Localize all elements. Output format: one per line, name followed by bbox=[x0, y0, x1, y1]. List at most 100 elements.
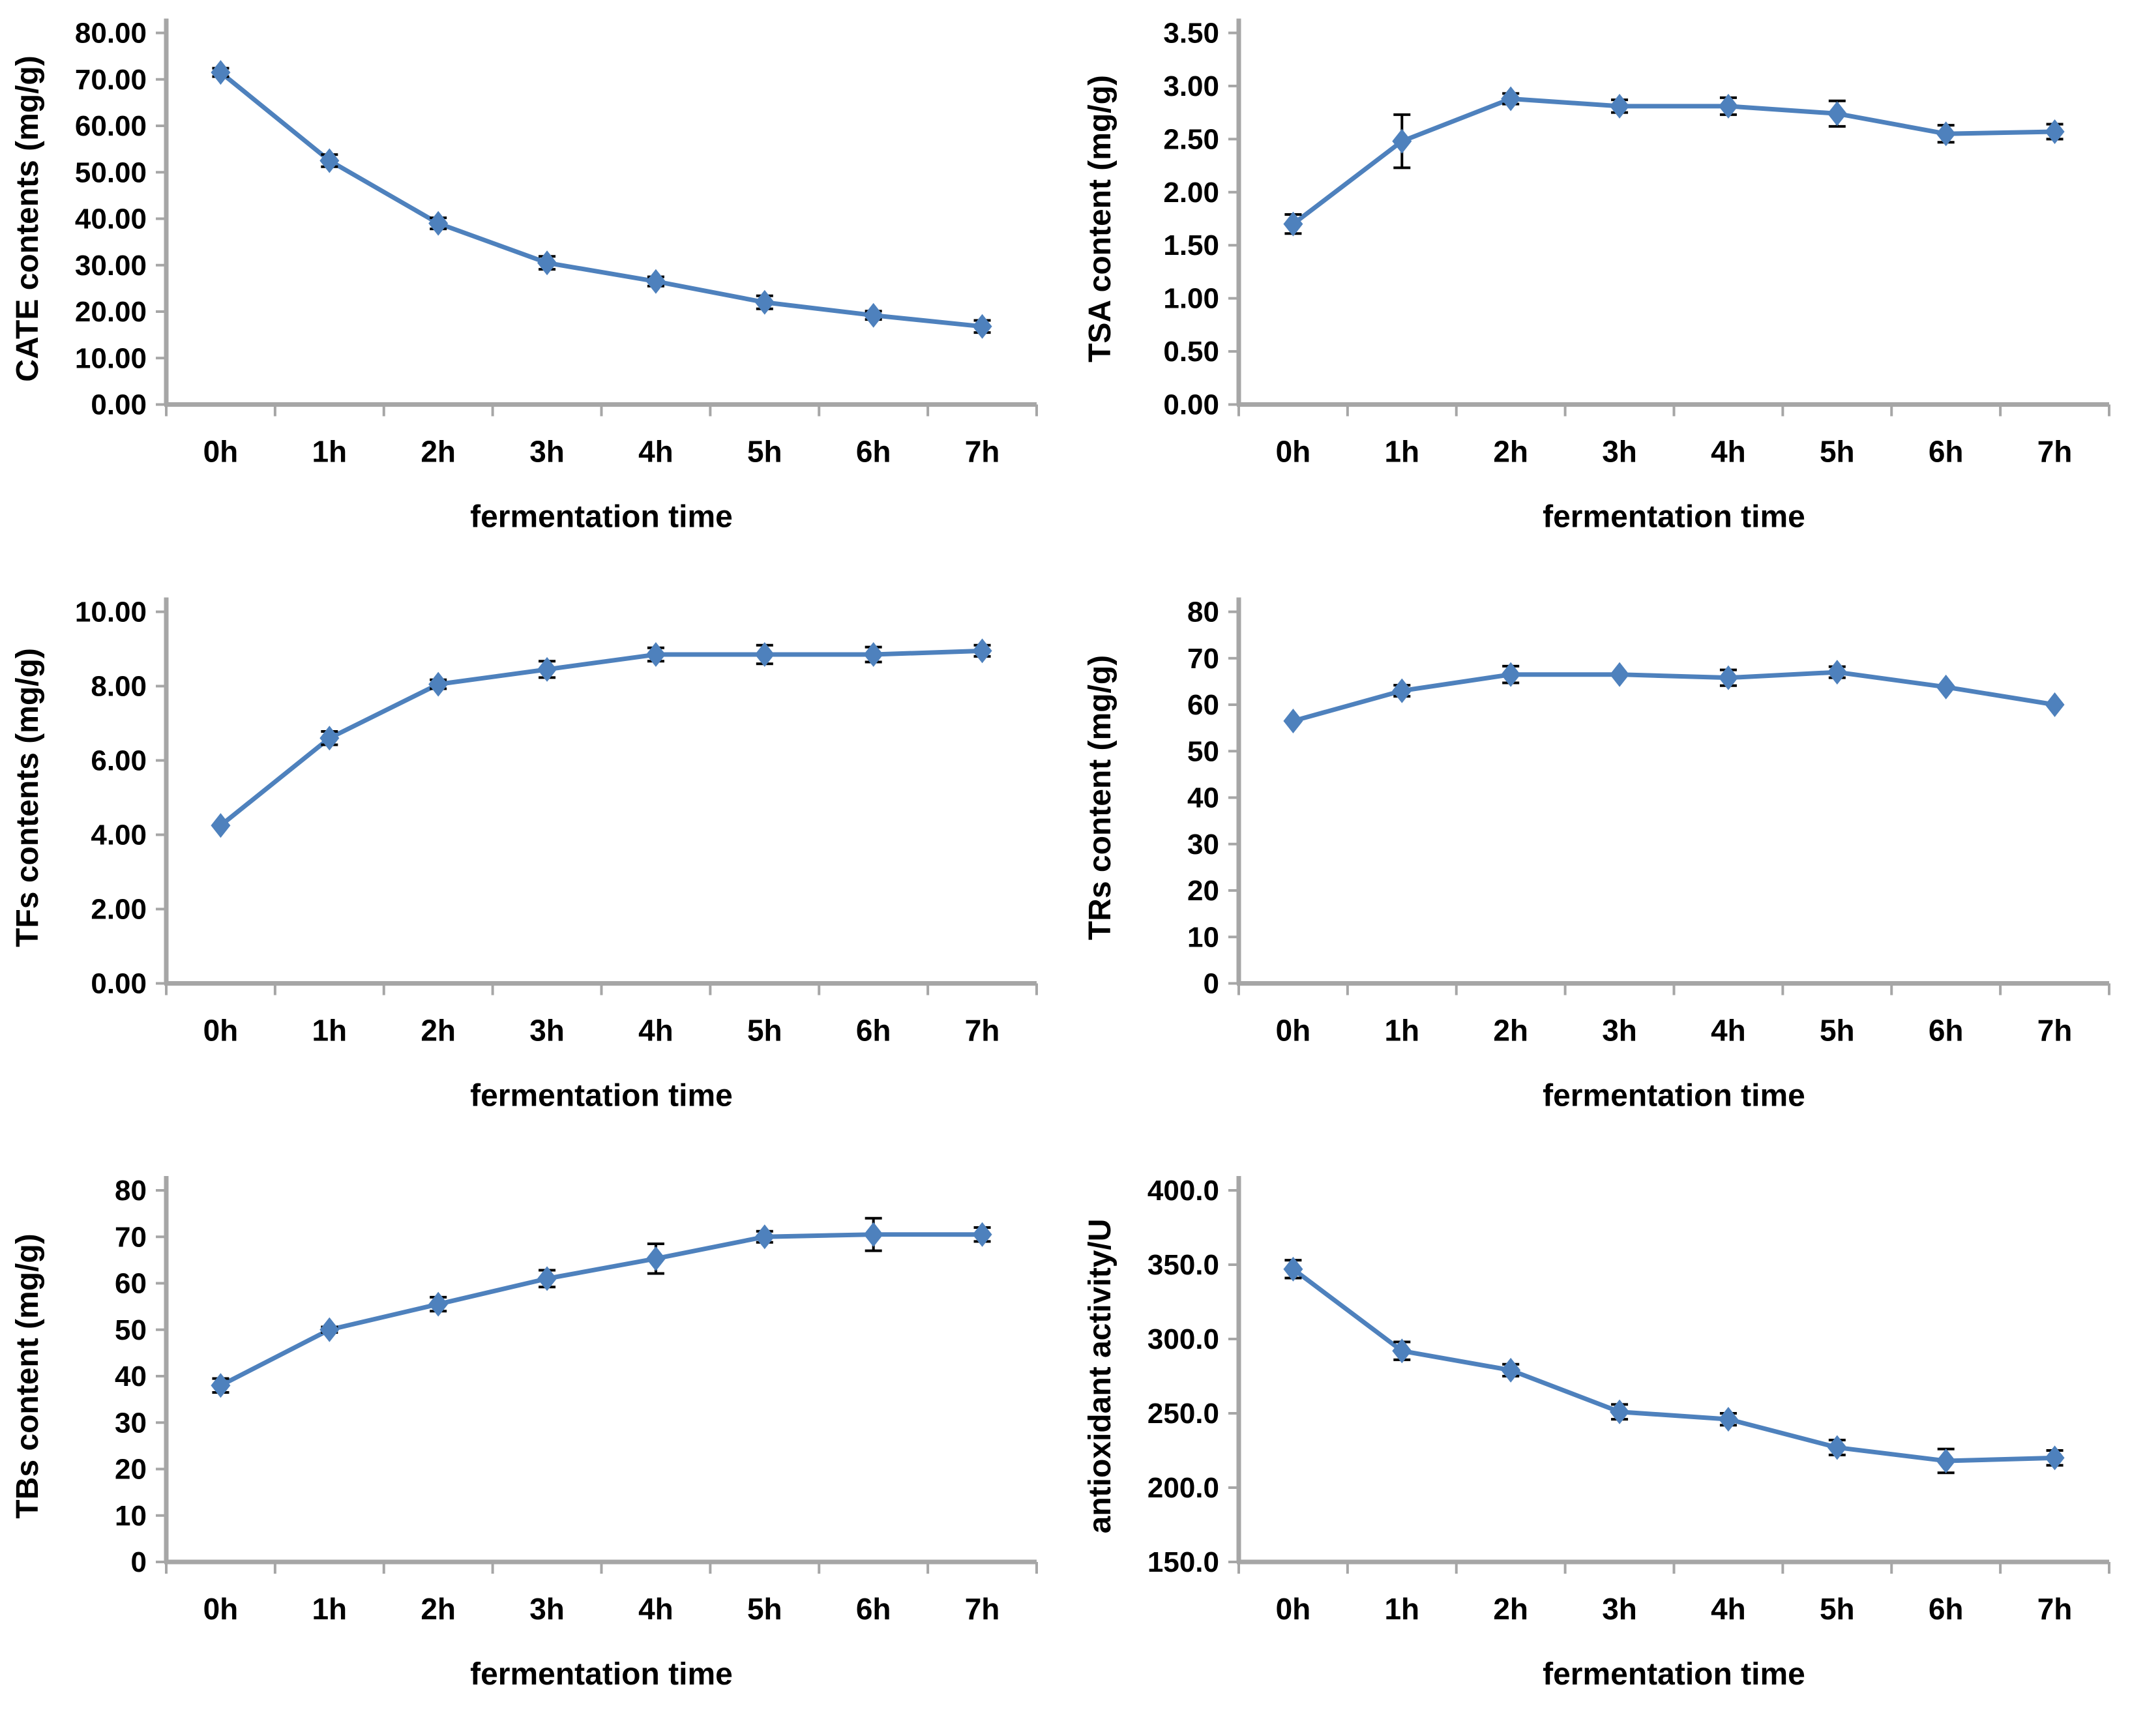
x-tick-label: 1h bbox=[312, 1592, 347, 1626]
y-tick-label: 50 bbox=[1187, 735, 1219, 767]
y-tick-label: 250.0 bbox=[1147, 1398, 1219, 1430]
data-point-marker bbox=[1610, 93, 1630, 119]
y-tick-label: 0.00 bbox=[1163, 389, 1219, 421]
y-tick-label: 20 bbox=[1187, 875, 1219, 907]
x-axis-title: fermentation time bbox=[470, 1079, 733, 1113]
series-line bbox=[1292, 669, 2056, 724]
x-tick-label: 3h bbox=[529, 1014, 565, 1048]
data-point-marker bbox=[972, 638, 992, 664]
x-tick-label: 2h bbox=[421, 1592, 456, 1626]
y-tick-label: 200.0 bbox=[1147, 1472, 1219, 1504]
x-tick-label: 5h bbox=[747, 1014, 782, 1048]
y-tick-label: 6.00 bbox=[91, 745, 147, 777]
x-tick-label: 6h bbox=[1929, 1592, 1964, 1626]
y-tick-label: 2.00 bbox=[91, 894, 147, 926]
data-point-marker bbox=[319, 726, 340, 751]
x-axis-title: fermentation time bbox=[1543, 1079, 1805, 1113]
x-tick-label: 4h bbox=[638, 435, 673, 469]
data-point-marker bbox=[1718, 93, 1738, 119]
data-point-marker bbox=[211, 813, 231, 838]
y-tick-label: 10 bbox=[1187, 921, 1219, 953]
x-tick-label: 4h bbox=[638, 1592, 673, 1626]
y-tick-label: 0 bbox=[131, 1546, 147, 1578]
data-point-marker bbox=[319, 148, 340, 173]
x-tick-label: 2h bbox=[1493, 1014, 1528, 1048]
x-tick-label: 0h bbox=[1276, 1592, 1311, 1626]
data-point-marker bbox=[428, 1291, 449, 1317]
x-tick-label: 1h bbox=[312, 1014, 347, 1048]
chart-svg-antiox: 150.0 200.0 250.0 300.0 350.0 400.0 0h 1h 2h 3h 4h… bbox=[1083, 1175, 2110, 1692]
data-point-marker bbox=[645, 642, 666, 668]
chart-tfs-contents: 0.00 2.00 4.00 6.00 8.00 10.00 0h 1h 2h 3h 4h 5h 6h 7… bbox=[0, 579, 1072, 1158]
data-point-marker bbox=[319, 1317, 340, 1342]
y-tick-label: 300.0 bbox=[1147, 1323, 1219, 1355]
y-tick-label: 1.50 bbox=[1163, 229, 1219, 261]
y-axis-title: TBs content (mg/g) bbox=[10, 1233, 45, 1518]
data-point-marker bbox=[1610, 662, 1630, 687]
data-point-marker bbox=[1283, 1256, 1303, 1282]
x-tick-label: 4h bbox=[1711, 1014, 1746, 1048]
data-point-marker bbox=[1827, 101, 1847, 126]
y-tick-label: 0.00 bbox=[91, 968, 147, 1000]
chart-antioxidant-activity: 150.0 200.0 250.0 300.0 350.0 400.0 0h 1h 2h 3h 4h… bbox=[1072, 1158, 2145, 1736]
data-point-marker bbox=[211, 1373, 231, 1398]
y-tick-label: 2.50 bbox=[1163, 123, 1219, 155]
x-tick-label: 3h bbox=[1602, 1592, 1637, 1626]
chart-canvas-tfs: 0.00 2.00 4.00 6.00 8.00 10.00 0h 1h 2h 3h 4h 5h 6h 7… bbox=[0, 579, 1072, 1158]
x-tick-label: 7h bbox=[2037, 1592, 2073, 1626]
data-point-marker bbox=[1936, 121, 1956, 147]
data-point-marker bbox=[645, 1246, 666, 1271]
chart-tbs-content: 0 10 20 30 40 50 60 70 80 0h 1h 2h 3h 4h 5h 6h 7h ferment… bbox=[0, 1158, 1072, 1736]
x-tick-label: 2h bbox=[421, 1014, 456, 1048]
x-tick-label: 1h bbox=[1384, 435, 1419, 469]
data-point-marker bbox=[1718, 1407, 1738, 1432]
data-point-marker bbox=[1283, 708, 1303, 733]
data-point-marker bbox=[1827, 1435, 1847, 1460]
data-point-marker bbox=[1610, 1399, 1630, 1424]
y-tick-label: 0.00 bbox=[91, 389, 147, 421]
data-point-marker bbox=[1501, 662, 1521, 687]
y-tick-label: 70 bbox=[1187, 643, 1219, 675]
data-point-marker bbox=[1936, 674, 1956, 699]
y-tick-label: 60 bbox=[1187, 689, 1219, 721]
x-tick-label: 3h bbox=[1602, 435, 1637, 469]
y-tick-label: 30.00 bbox=[75, 250, 147, 282]
chart-cate-contents: 0.00 10.00 20.00 30.00 40.00 50.00 60.00 70.00 8… bbox=[0, 0, 1072, 579]
y-tick-label: 4.00 bbox=[91, 819, 147, 851]
x-tick-label: 2h bbox=[421, 435, 456, 469]
x-tick-label: 3h bbox=[529, 1592, 565, 1626]
data-point-marker bbox=[428, 211, 449, 236]
chart-canvas-trs: 0 10 20 30 40 50 60 70 80 0h 1h 2h 3h 4h 5h 6h 7h ferment… bbox=[1072, 579, 2145, 1158]
y-tick-label: 60.00 bbox=[75, 110, 147, 142]
x-tick-label: 5h bbox=[1820, 1592, 1855, 1626]
data-point-marker bbox=[863, 1222, 883, 1247]
x-tick-label: 6h bbox=[1929, 1014, 1964, 1048]
y-tick-label: 1.00 bbox=[1163, 283, 1219, 315]
x-tick-label: 2h bbox=[1493, 1592, 1528, 1626]
x-tick-label: 2h bbox=[1493, 435, 1528, 469]
x-tick-label: 6h bbox=[856, 435, 891, 469]
data-point-marker bbox=[2045, 119, 2065, 144]
data-point-marker bbox=[428, 671, 449, 697]
data-point-marker bbox=[2045, 692, 2065, 717]
x-tick-label: 6h bbox=[856, 1592, 891, 1626]
y-axis-title: antioxidant activity/U bbox=[1083, 1219, 1117, 1534]
x-tick-label: 1h bbox=[1384, 1592, 1419, 1626]
data-point-marker bbox=[863, 642, 883, 668]
y-tick-label: 60 bbox=[115, 1268, 147, 1300]
x-tick-label: 5h bbox=[1820, 1014, 1855, 1048]
x-axis-title: fermentation time bbox=[1543, 500, 1805, 535]
y-tick-label: 70.00 bbox=[75, 64, 147, 96]
chart-canvas-cate: 0.00 10.00 20.00 30.00 40.00 50.00 60.00 70.00 8… bbox=[0, 0, 1072, 579]
x-tick-label: 3h bbox=[1602, 1014, 1637, 1048]
x-tick-label: 4h bbox=[638, 1014, 673, 1048]
y-tick-label: 20 bbox=[115, 1454, 147, 1486]
data-point-marker bbox=[645, 269, 666, 294]
chart-canvas-tsa: 0.00 0.50 1.00 1.50 2.00 2.50 3.00 3.50 0h 1h 2h 3h… bbox=[1072, 0, 2145, 579]
x-tick-label: 6h bbox=[856, 1014, 891, 1048]
y-axis-title: TFs contents (mg/g) bbox=[10, 648, 45, 947]
chart-trs-content: 0 10 20 30 40 50 60 70 80 0h 1h 2h 3h 4h 5h 6h 7h ferment… bbox=[1072, 579, 2145, 1158]
data-point-marker bbox=[1392, 128, 1412, 154]
x-tick-label: 4h bbox=[1711, 435, 1746, 469]
x-tick-label: 5h bbox=[747, 1592, 782, 1626]
